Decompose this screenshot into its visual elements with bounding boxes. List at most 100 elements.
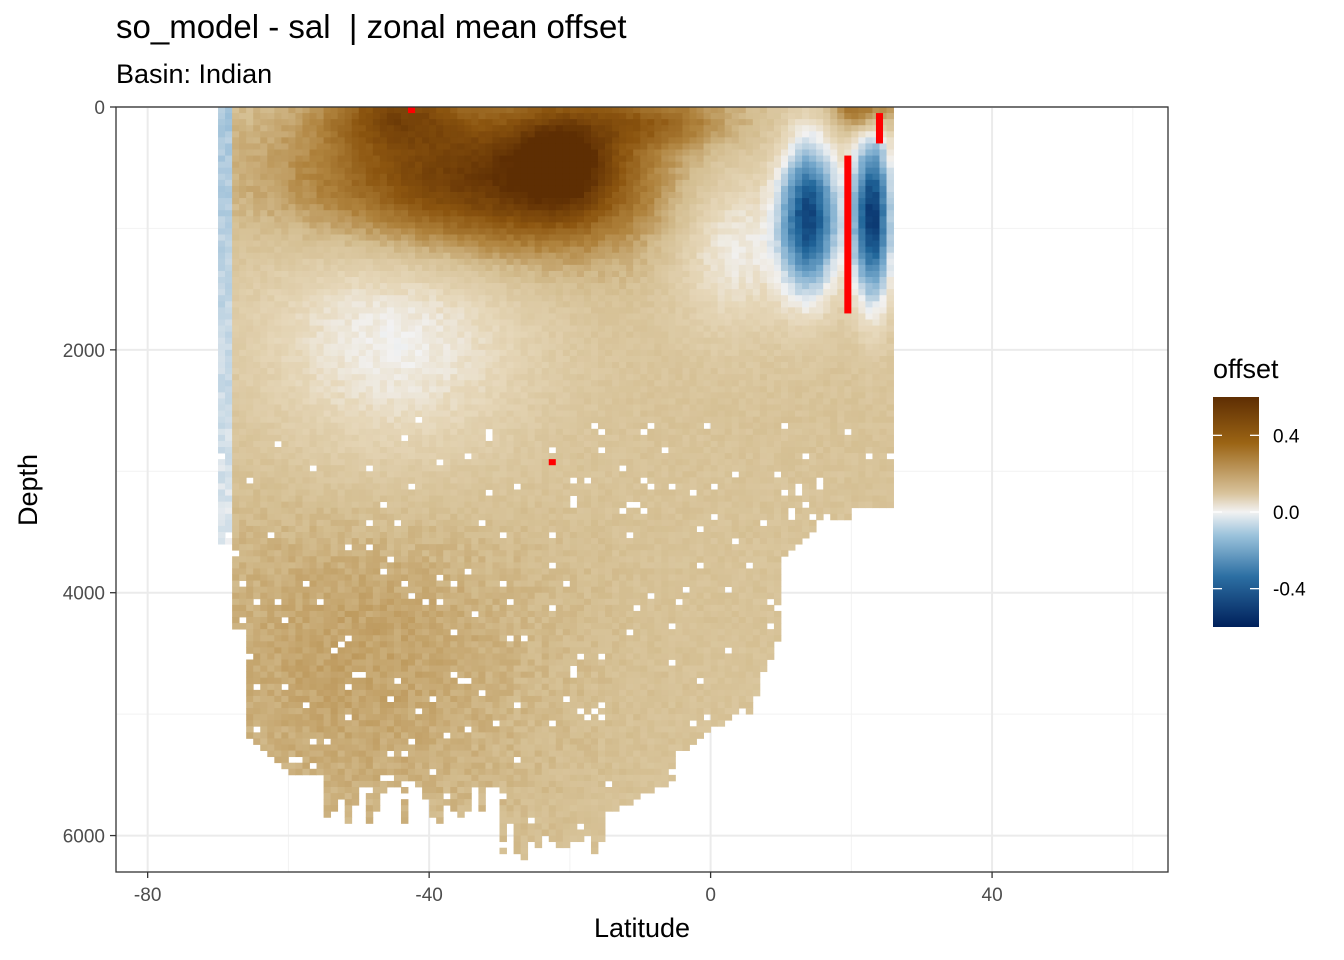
heatmap-cell <box>274 270 282 278</box>
heatmap-cell <box>492 386 500 393</box>
heatmap-cell <box>358 228 367 235</box>
heatmap-cell <box>393 234 402 241</box>
heatmap-cell <box>450 119 458 126</box>
heatmap-cell <box>288 665 296 673</box>
heatmap-cell <box>274 343 282 351</box>
heatmap-cell <box>520 489 529 496</box>
heatmap-cell <box>513 489 522 496</box>
heatmap-cell <box>253 653 261 660</box>
heatmap-cell <box>302 447 310 454</box>
heatmap-cell <box>267 131 275 138</box>
heatmap-cell <box>358 525 367 533</box>
heatmap-cell <box>492 362 500 369</box>
heatmap-cell <box>520 829 529 836</box>
heatmap-cell <box>527 653 536 660</box>
heatmap-cell <box>443 398 451 405</box>
heatmap-cell <box>492 774 500 782</box>
heatmap-cell <box>464 471 472 478</box>
heatmap-cell <box>246 246 254 254</box>
heatmap-cell <box>351 617 360 624</box>
heatmap-cell <box>513 125 522 132</box>
heatmap-cell <box>429 574 437 581</box>
heatmap-cell <box>218 368 226 375</box>
heatmap-cell <box>225 392 233 399</box>
heatmap-cell <box>246 659 254 666</box>
heatmap-cell <box>358 677 367 685</box>
heatmap-cell <box>260 592 268 600</box>
heatmap-cell <box>239 349 247 357</box>
heatmap-cell <box>330 119 339 126</box>
heatmap-cell <box>534 398 543 405</box>
heatmap-cell <box>443 550 451 557</box>
heatmap-cell <box>372 532 381 539</box>
heatmap-cell <box>415 380 423 387</box>
heatmap-cell <box>499 519 507 527</box>
heatmap-cell <box>429 404 437 411</box>
heatmap-cell <box>520 780 529 788</box>
heatmap-cell <box>534 617 543 624</box>
heatmap-cell <box>309 289 317 296</box>
heatmap-cell <box>267 283 275 290</box>
heatmap-cell <box>344 556 353 563</box>
heatmap-cell <box>499 434 507 442</box>
heatmap-cell <box>400 702 409 709</box>
heatmap-cell <box>281 277 289 284</box>
heatmap-cell <box>323 750 332 758</box>
heatmap-cell <box>408 119 416 126</box>
heatmap-cell <box>351 234 360 241</box>
heatmap-cell <box>499 823 507 830</box>
heatmap-cell <box>464 683 472 691</box>
heatmap-cell <box>372 732 381 739</box>
heatmap-cell <box>478 107 486 114</box>
heatmap-cell <box>499 604 507 612</box>
heatmap-cell <box>506 404 514 411</box>
heatmap-cell <box>274 119 282 126</box>
heatmap-cell <box>337 374 346 381</box>
heatmap-cell <box>267 173 275 181</box>
heatmap-cell <box>492 343 500 351</box>
heatmap-cell <box>295 386 303 393</box>
heatmap-cell <box>330 774 339 782</box>
heatmap-cell <box>429 617 437 624</box>
heatmap-cell <box>450 125 458 132</box>
heatmap-cell <box>246 617 254 624</box>
heatmap-cell <box>471 586 479 594</box>
heatmap-cell <box>372 519 381 527</box>
heatmap-cell <box>288 119 296 126</box>
heatmap-cell <box>485 404 493 411</box>
heatmap-cell <box>330 368 339 375</box>
heatmap-cell <box>330 349 339 357</box>
heatmap-cell <box>274 513 282 521</box>
heatmap-cell <box>323 811 332 818</box>
heatmap-cell <box>225 137 233 144</box>
heatmap-cell <box>492 198 500 205</box>
heatmap-cell <box>372 665 381 673</box>
heatmap-cell <box>274 362 282 369</box>
heatmap-cell <box>485 270 493 278</box>
heatmap-cell <box>443 440 451 448</box>
heatmap-cell <box>429 774 437 782</box>
heatmap-cell <box>408 677 416 685</box>
heatmap-cell <box>513 507 522 515</box>
heatmap-cell <box>408 277 416 284</box>
heatmap-cell <box>436 270 444 278</box>
heatmap-cell <box>316 301 324 308</box>
heatmap-cell <box>457 295 465 302</box>
heatmap-cell <box>485 665 493 673</box>
heatmap-cell <box>267 374 275 381</box>
heatmap-cell <box>232 532 240 539</box>
heatmap-cell <box>253 422 261 430</box>
heatmap-cell <box>316 107 324 114</box>
heatmap-cell <box>506 738 514 745</box>
heatmap-cell <box>485 647 493 654</box>
heatmap-cell <box>260 714 268 721</box>
heatmap-cell <box>239 550 247 557</box>
heatmap-cell <box>393 738 402 745</box>
heatmap-cell <box>316 483 324 490</box>
heatmap-cell <box>232 198 240 205</box>
heatmap-cell <box>422 732 430 739</box>
heatmap-cell <box>393 695 402 703</box>
heatmap-cell <box>471 295 479 302</box>
heatmap-cell <box>295 258 303 266</box>
heatmap-cell <box>464 641 472 648</box>
